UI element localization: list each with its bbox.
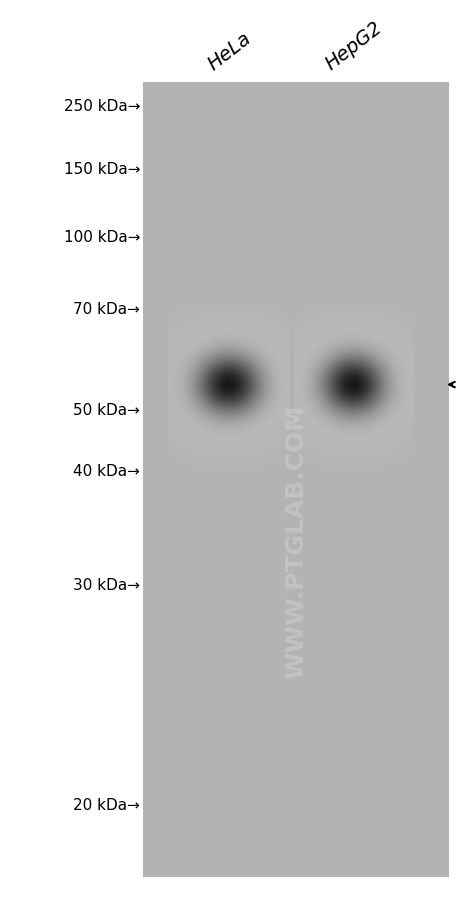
Text: 150 kDa→: 150 kDa→ [63, 162, 140, 177]
Text: 100 kDa→: 100 kDa→ [63, 230, 140, 244]
Text: 40 kDa→: 40 kDa→ [73, 464, 140, 478]
Text: 30 kDa→: 30 kDa→ [73, 577, 140, 592]
Text: 250 kDa→: 250 kDa→ [63, 99, 140, 114]
Text: HeLa: HeLa [204, 29, 255, 74]
Text: 50 kDa→: 50 kDa→ [73, 403, 140, 418]
Text: 20 kDa→: 20 kDa→ [73, 797, 140, 812]
Bar [143, 83, 449, 877]
Text: 70 kDa→: 70 kDa→ [73, 302, 140, 317]
Text: HepG2: HepG2 [322, 18, 386, 74]
Text: WWW.PTGLAB.COM: WWW.PTGLAB.COM [284, 404, 308, 678]
